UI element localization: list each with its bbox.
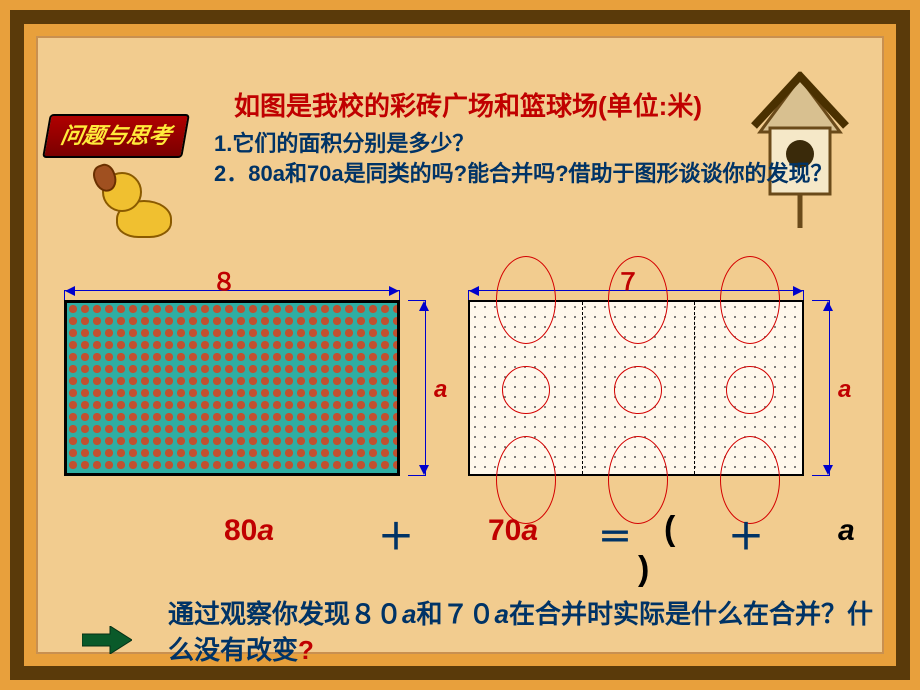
fig2-dim-right xyxy=(808,300,830,476)
eq-paren-l: ( xyxy=(664,510,675,549)
concl-prefix: 通过观察你发现８０ xyxy=(168,599,402,629)
court-circle-1 xyxy=(502,366,550,414)
eq-paren-r: ) xyxy=(638,550,649,589)
fig1-tile-pattern xyxy=(67,303,397,473)
badge-question-think: 问题与思考 xyxy=(42,114,190,158)
fig1-height-label: a xyxy=(434,376,447,404)
figure-1-plaza xyxy=(64,300,400,476)
concl-mid: 和７０ xyxy=(416,599,494,629)
slide-title: 如图是我校的彩砖广场和篮球场(单位:米) xyxy=(234,86,702,123)
next-arrow-icon[interactable] xyxy=(82,626,132,654)
dog-icon xyxy=(98,164,188,254)
eq-plus-2: ＋ xyxy=(728,508,764,560)
concl-var2: a xyxy=(495,599,509,629)
fig2-height-label: a xyxy=(838,376,851,404)
court-arc-b1 xyxy=(496,436,556,524)
badge-label: 问题与思考 xyxy=(59,123,173,148)
eq-term2-coeff: 70 xyxy=(488,514,521,547)
court-arc-t1 xyxy=(496,256,556,344)
slide-panel: 问题与思考 如图是我校的彩砖广场和篮球场(单位:米) 1.它们的面积分别是多少？… xyxy=(36,36,884,654)
court-divider-2 xyxy=(694,302,695,474)
question-1: 1.它们的面积分别是多少？ xyxy=(214,126,474,158)
concl-qmark: ? xyxy=(298,635,314,665)
eq-term2-var: a xyxy=(521,514,538,547)
court-circle-3 xyxy=(726,366,774,414)
figure-2-court xyxy=(468,300,804,476)
fig1-dim-right xyxy=(404,300,426,476)
court-arc-t2 xyxy=(608,256,668,344)
court-arc-t3 xyxy=(720,256,780,344)
court-divider-1 xyxy=(582,302,583,474)
concl-var1: a xyxy=(402,599,416,629)
eq-term1: 80a xyxy=(224,514,274,548)
eq-term1-coeff: 80 xyxy=(224,514,257,547)
eq-equals: ＝ xyxy=(598,510,632,559)
eq-result-var: a xyxy=(838,514,855,548)
court-circle-2 xyxy=(614,366,662,414)
eq-term2: 70a xyxy=(488,514,538,548)
conclusion-text: 通过观察你发现８０a和７０a在合并时实际是什么在合并？什么没有改变? xyxy=(168,596,898,669)
eq-plus-1: ＋ xyxy=(378,508,414,560)
question-2: 2．80a和70a是同类的吗?能合并吗?借助于图形谈谈你的发现？ xyxy=(214,158,854,190)
eq-term1-var: a xyxy=(257,514,274,547)
birdhouse-icon xyxy=(740,68,860,228)
outer-frame: 问题与思考 如图是我校的彩砖广场和篮球场(单位:米) 1.它们的面积分别是多少？… xyxy=(10,10,910,680)
